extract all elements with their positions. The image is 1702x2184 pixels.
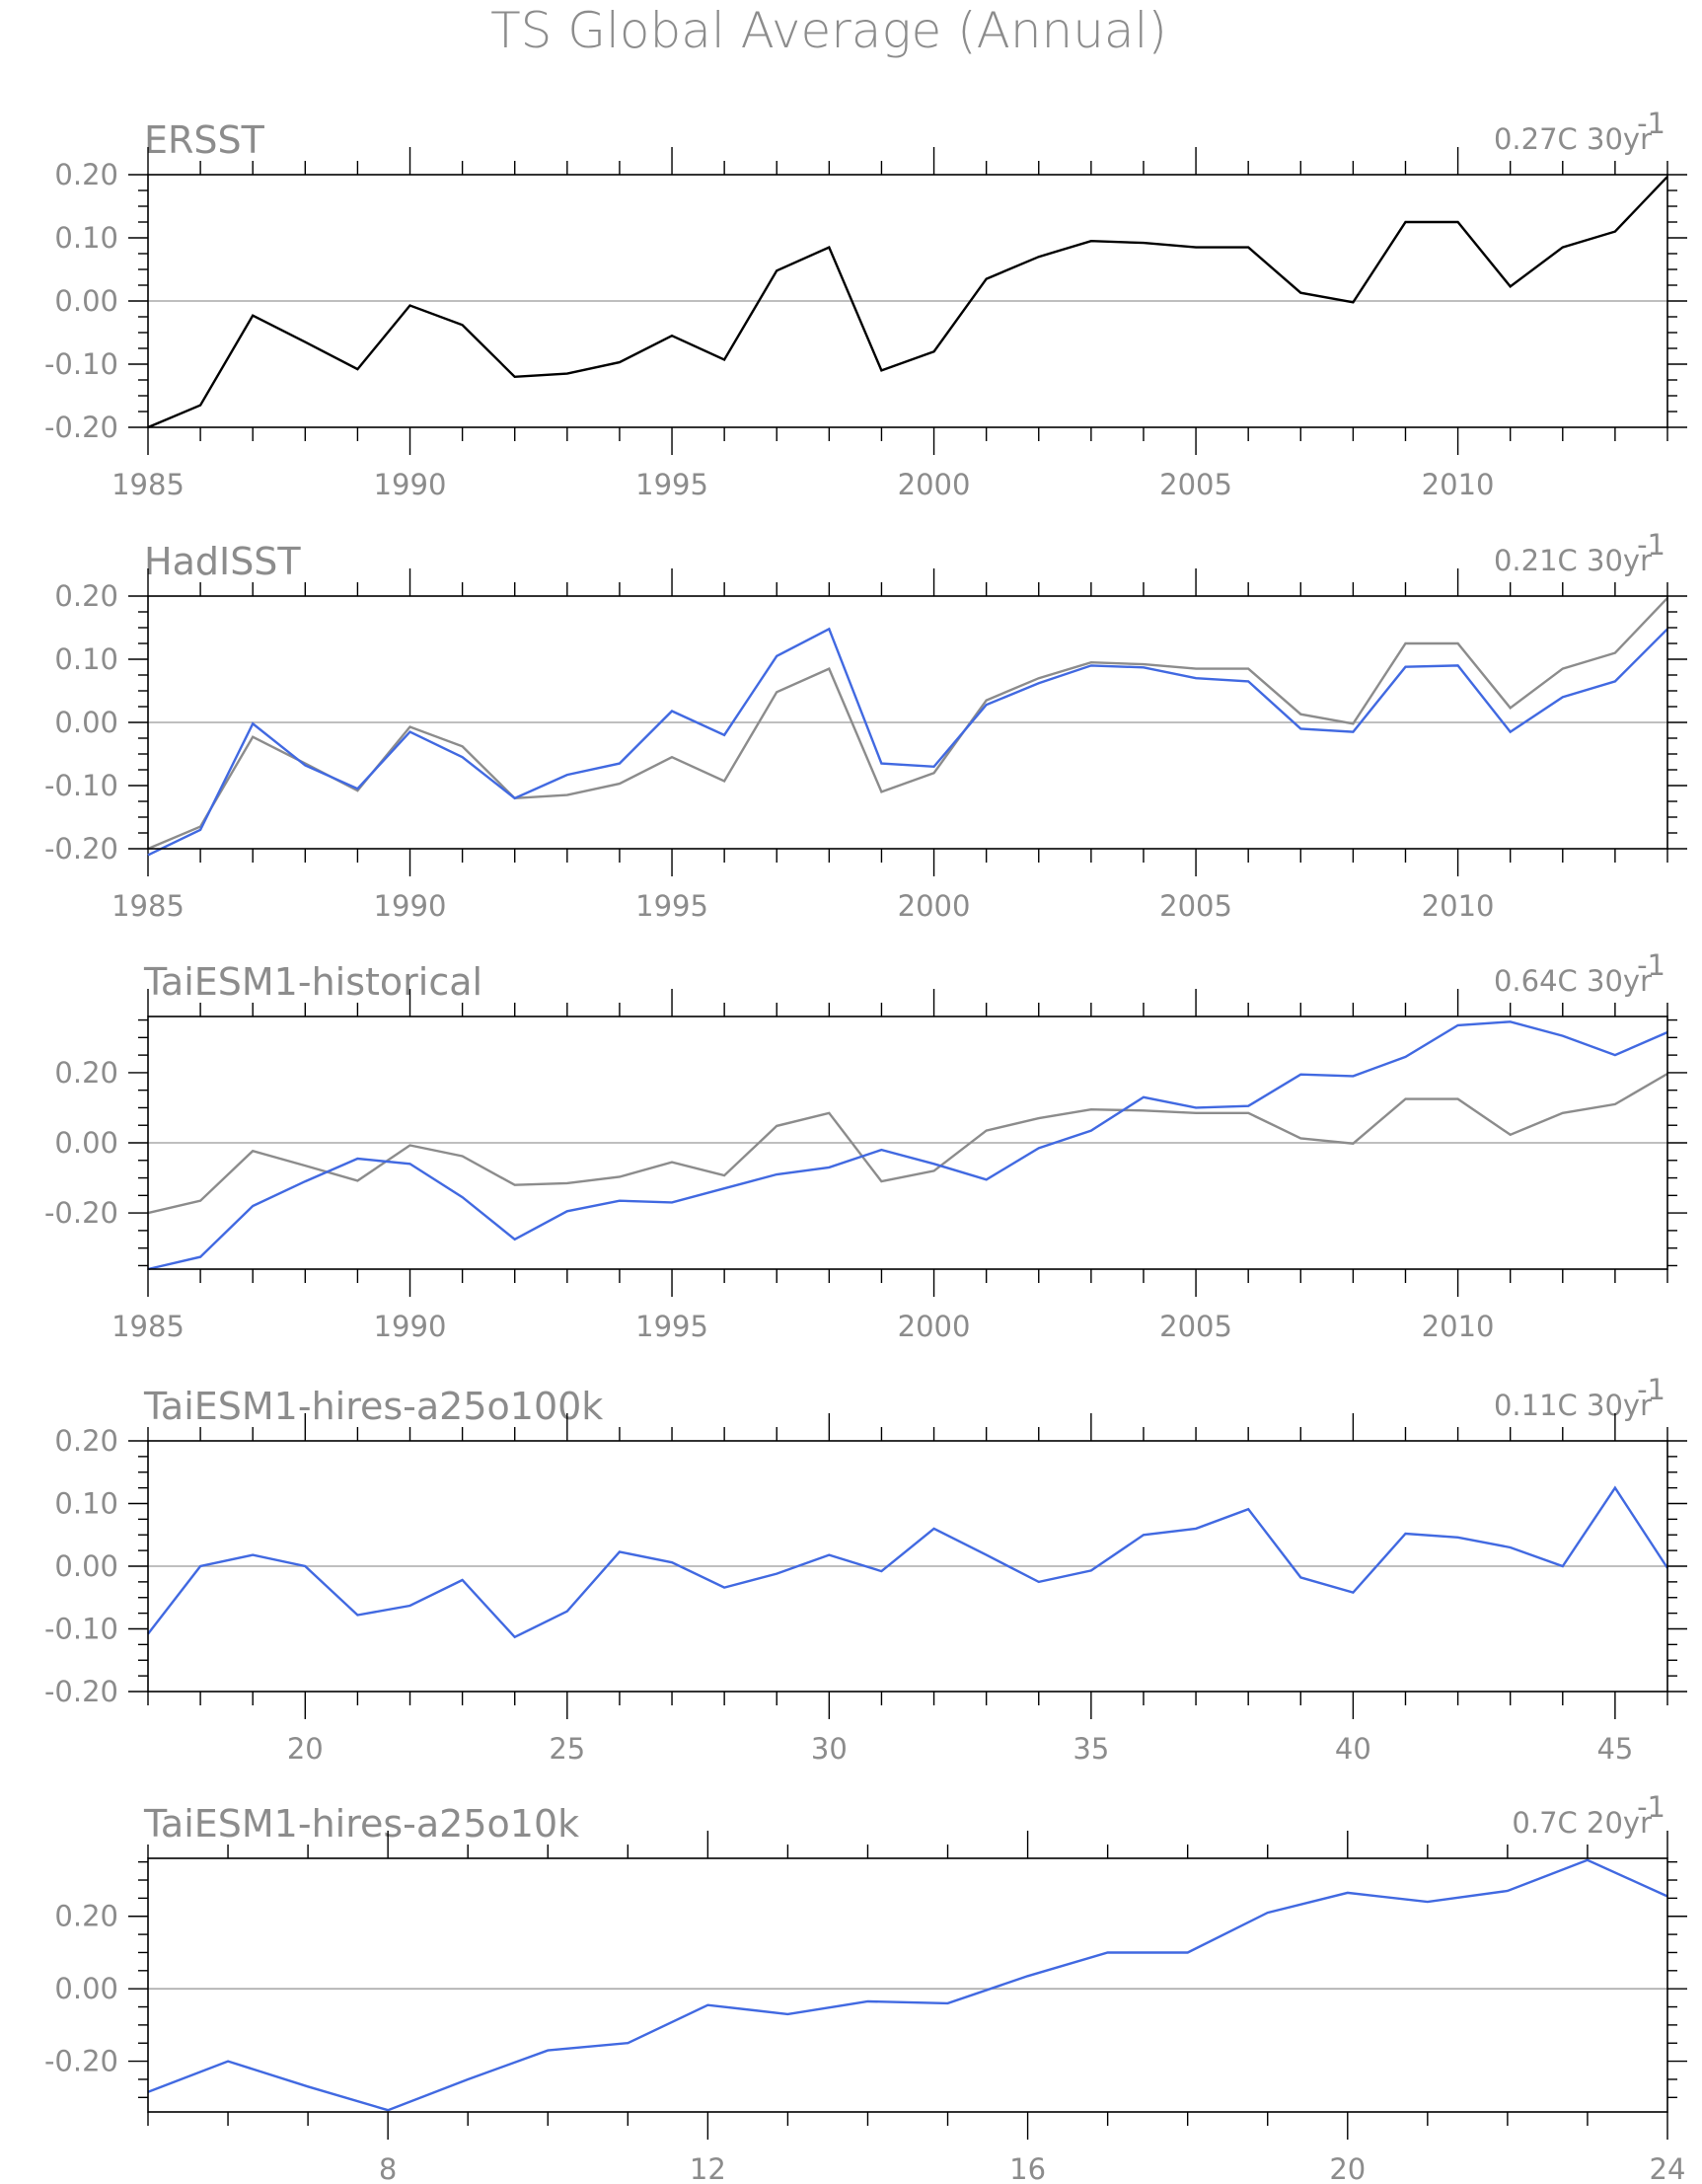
panel-title: ERSST bbox=[144, 118, 265, 162]
x-tick-label: 1985 bbox=[111, 889, 185, 923]
trend-annotation: 0.7C 20yr bbox=[1512, 1806, 1652, 1840]
x-tick-label: 2005 bbox=[1159, 889, 1232, 923]
x-tick-label: 1995 bbox=[635, 1310, 708, 1343]
x-tick-label: 8 bbox=[379, 2152, 397, 2184]
x-tick-label: 25 bbox=[549, 1732, 585, 1766]
trend-exponent: -1 bbox=[1637, 528, 1665, 562]
trend-exponent: -1 bbox=[1637, 1373, 1665, 1406]
y-tick-label: -0.20 bbox=[44, 1196, 118, 1230]
y-tick-label: -0.20 bbox=[44, 832, 118, 866]
y-tick-label: 0.00 bbox=[54, 1972, 118, 2005]
y-tick-label: -0.10 bbox=[44, 1613, 118, 1646]
x-tick-label: 1995 bbox=[635, 889, 708, 923]
plot-frame bbox=[147, 174, 1668, 428]
plot-frame bbox=[147, 1440, 1668, 1693]
y-tick-label: 0.20 bbox=[54, 1056, 118, 1090]
series-line-2 bbox=[147, 627, 1668, 857]
x-tick-label: 40 bbox=[1335, 1732, 1371, 1766]
trend-annotation: 0.27C 30yr bbox=[1494, 122, 1652, 156]
x-tick-label: 1985 bbox=[111, 468, 185, 501]
trend-annotation: 0.64C 30yr bbox=[1494, 964, 1652, 998]
x-tick-label: 2005 bbox=[1159, 1310, 1232, 1343]
x-tick-label: 1990 bbox=[374, 889, 447, 923]
x-tick-label: 45 bbox=[1596, 1732, 1633, 1766]
x-tick-label: 2000 bbox=[898, 889, 971, 923]
x-tick-label: 30 bbox=[811, 1732, 848, 1766]
y-tick-label: -0.20 bbox=[44, 411, 118, 444]
x-tick-label: 16 bbox=[1009, 2152, 1046, 2184]
panel-1: ERSST 0.27C 30yr-1 -0.20 -0.10 0.00 0.10 0.20 1… bbox=[44, 107, 1687, 501]
y-tick-label: 0.00 bbox=[54, 1549, 118, 1583]
trend-exponent: -1 bbox=[1637, 107, 1665, 140]
x-tick-label: 1990 bbox=[374, 1310, 447, 1343]
series-line-1 bbox=[147, 597, 1668, 851]
x-tick-label: 20 bbox=[1329, 2152, 1366, 2184]
x-tick-label: 1995 bbox=[635, 468, 708, 501]
panel-5: TaiESM1-hires-a25o10k 0.7C 20yr-1 -0.20 0.0… bbox=[44, 1790, 1687, 2184]
y-tick-label: -0.10 bbox=[44, 769, 118, 802]
plot-frame bbox=[147, 1016, 1668, 1270]
x-tick-label: 24 bbox=[1650, 2152, 1686, 2184]
y-tick-label: 0.00 bbox=[54, 284, 118, 318]
panel-title: TaiESM1-hires-a25o10k bbox=[143, 1802, 579, 1845]
y-tick-label: -0.20 bbox=[44, 2045, 118, 2078]
panel-title: HadISST bbox=[144, 540, 301, 583]
x-tick-label: 2010 bbox=[1422, 889, 1495, 923]
y-tick-label: 0.20 bbox=[54, 1424, 118, 1458]
x-tick-label: 2000 bbox=[898, 1310, 971, 1343]
x-tick-label: 1985 bbox=[111, 1310, 185, 1343]
y-tick-label: 0.10 bbox=[54, 642, 118, 676]
y-tick-label: 0.10 bbox=[54, 221, 118, 255]
trend-exponent: -1 bbox=[1637, 948, 1665, 982]
trend-annotation: 0.21C 30yr bbox=[1494, 544, 1652, 577]
x-tick-label: 1990 bbox=[374, 468, 447, 501]
y-tick-label: 0.10 bbox=[54, 1487, 118, 1521]
panel-4: TaiESM1-hires-a25o100k 0.11C 30yr-1 -0.20 -… bbox=[44, 1373, 1687, 1766]
y-tick-label: 0.20 bbox=[54, 579, 118, 613]
plot-frame bbox=[147, 1857, 1668, 2113]
trend-annotation: 0.11C 30yr bbox=[1494, 1389, 1652, 1422]
y-tick-label: -0.20 bbox=[44, 1675, 118, 1708]
y-tick-label: 0.00 bbox=[54, 1126, 118, 1160]
figure-title: TS Global Average (Annual) bbox=[490, 2, 1167, 59]
plot-frame bbox=[147, 595, 1668, 850]
series-line-2 bbox=[147, 1020, 1668, 1271]
x-tick-label: 2010 bbox=[1422, 468, 1495, 501]
x-tick-label: 20 bbox=[287, 1732, 324, 1766]
trend-exponent: -1 bbox=[1637, 1790, 1665, 1824]
y-tick-label: -0.10 bbox=[44, 347, 118, 381]
x-tick-label: 2010 bbox=[1422, 1310, 1495, 1343]
panel-title: TaiESM1-hires-a25o100k bbox=[143, 1385, 603, 1428]
panel-title: TaiESM1-historical bbox=[143, 960, 482, 1004]
x-tick-label: 35 bbox=[1073, 1732, 1109, 1766]
x-tick-label: 2005 bbox=[1159, 468, 1232, 501]
x-tick-label: 12 bbox=[690, 2152, 726, 2184]
y-tick-label: 0.20 bbox=[54, 158, 118, 191]
y-tick-label: 0.20 bbox=[54, 1900, 118, 1933]
y-tick-label: 0.00 bbox=[54, 706, 118, 739]
panel-3: TaiESM1-historical 0.64C 30yr-1 -0.20 0.00 0… bbox=[44, 948, 1687, 1343]
series-line-1 bbox=[147, 1072, 1668, 1215]
series-line-1 bbox=[147, 1485, 1669, 1639]
x-tick-label: 2000 bbox=[898, 468, 971, 501]
panel-2: HadISST 0.21C 30yr-1 -0.20 -0.10 0.00 0.10 0.2… bbox=[44, 528, 1687, 923]
series-line-1 bbox=[147, 176, 1668, 429]
series-line-1 bbox=[147, 1858, 1668, 2112]
